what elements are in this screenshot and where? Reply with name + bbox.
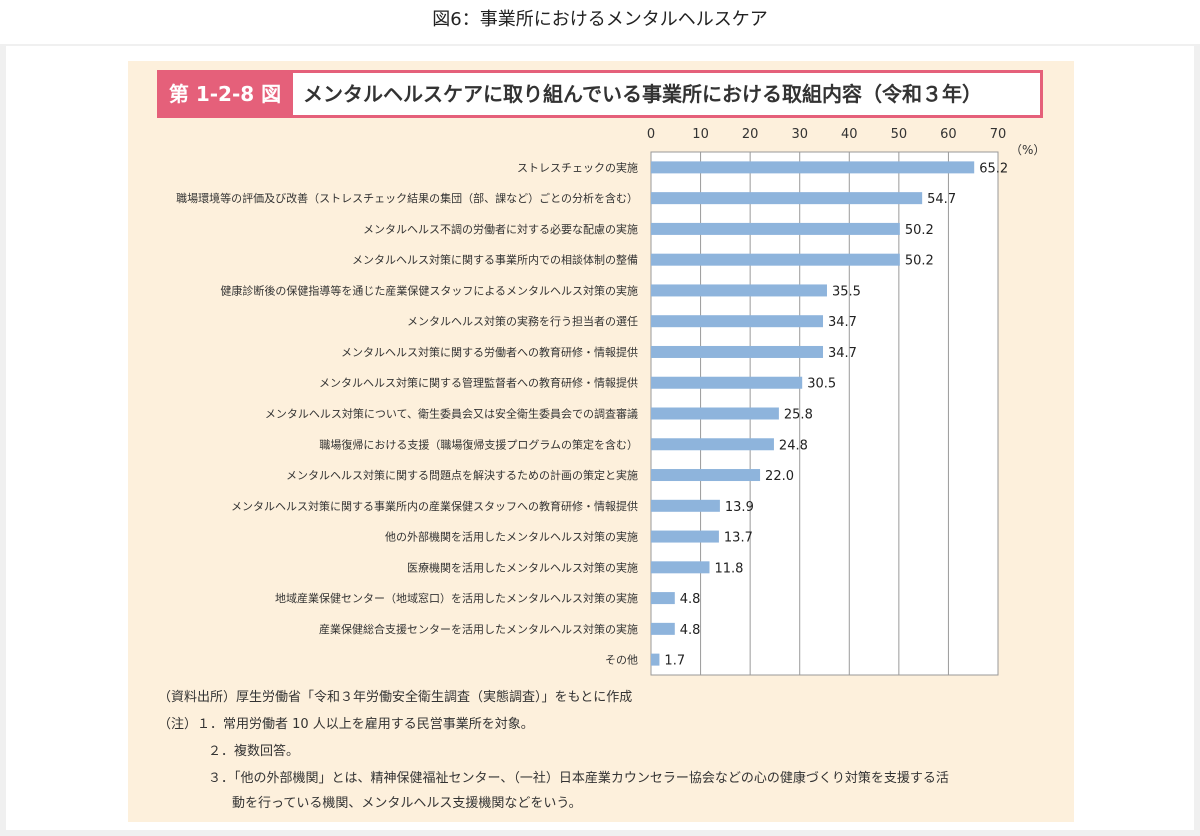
bar bbox=[651, 438, 774, 451]
x-tick-label: 60 bbox=[940, 127, 957, 142]
category-label: メンタルヘルス対策に関する事業所内の産業保健スタッフへの教育研修・情報提供 bbox=[231, 499, 638, 513]
x-tick-label: 30 bbox=[791, 127, 808, 142]
bar bbox=[651, 222, 900, 235]
x-tick-label: 10 bbox=[692, 127, 709, 142]
bar bbox=[651, 469, 761, 482]
category-label: メンタルヘルス対策に関する問題点を解決するための計画の策定と実施 bbox=[286, 468, 638, 482]
category-label: 医療機関を活用したメンタルヘルス対策の実施 bbox=[407, 560, 638, 574]
category-label: メンタルヘルス対策に関する労働者への教育研修・情報提供 bbox=[341, 345, 638, 359]
x-tick-label: 40 bbox=[841, 127, 858, 142]
figure-number-badge: 第 1-2-8 図 bbox=[168, 82, 282, 106]
category-label: メンタルヘルス不調の労働者に対する必要な配慮の実施 bbox=[363, 222, 638, 236]
bar bbox=[651, 592, 675, 605]
bar bbox=[651, 499, 720, 512]
category-label: メンタルヘルス対策について、衛生委員会又は安全衛生委員会での調査審議 bbox=[265, 407, 638, 421]
x-tick-label: 0 bbox=[647, 127, 655, 142]
category-label: メンタルヘルス対策の実務を行う担当者の選任 bbox=[407, 314, 638, 328]
bar bbox=[651, 253, 900, 266]
category-label: メンタルヘルス対策に関する管理監督者への教育研修・情報提供 bbox=[319, 376, 638, 390]
value-label: 34.7 bbox=[828, 315, 857, 330]
page-title: 図6：事業所におけるメンタルヘルスケア bbox=[432, 9, 768, 30]
bar bbox=[651, 653, 660, 666]
note-3-continued: 動を行っている機関、メンタルヘルス支援機関などをいう。 bbox=[232, 796, 582, 811]
category-label: 職場環境等の評価及び改善（ストレスチェック結果の集団（部、課など）ごとの分析を含… bbox=[176, 191, 638, 205]
x-tick-label: 50 bbox=[891, 127, 908, 142]
note-1: （注）１．常用労働者 10 人以上を雇用する民営事業所を対象。 bbox=[158, 717, 534, 732]
category-label: メンタルヘルス対策に関する事業所内での相談体制の整備 bbox=[352, 253, 638, 267]
value-label: 54.7 bbox=[927, 192, 956, 207]
value-label: 25.8 bbox=[784, 408, 813, 423]
note-3: ３．「他の外部機関」とは、精神保健福祉センター、（一社）日本産業カウンセラー協会… bbox=[208, 771, 949, 786]
bar bbox=[651, 622, 675, 635]
bar bbox=[651, 345, 824, 358]
bar bbox=[651, 192, 923, 205]
bar bbox=[651, 161, 975, 174]
value-label: 65.2 bbox=[979, 161, 1008, 176]
source-note: （資料出所）厚生労働省「令和３年労働安全衛生調査（実態調査）」をもとに作成 bbox=[158, 690, 633, 705]
value-label: 34.7 bbox=[828, 346, 857, 361]
category-label: 産業保健総合支援センターを活用したメンタルヘルス対策の実施 bbox=[319, 622, 638, 636]
value-label: 30.5 bbox=[807, 377, 836, 392]
category-label: 健康診断後の保健指導等を通じた産業保健スタッフによるメンタルヘルス対策の実施 bbox=[220, 283, 638, 297]
x-tick-label: 20 bbox=[742, 127, 759, 142]
bar bbox=[651, 530, 719, 543]
value-label: 13.7 bbox=[724, 531, 753, 546]
note-2: ２．複数回答。 bbox=[208, 744, 300, 759]
category-label: その他 bbox=[605, 654, 638, 667]
bar bbox=[651, 376, 803, 389]
page-header bbox=[0, 0, 1200, 44]
bar bbox=[651, 284, 827, 297]
value-label: 4.8 bbox=[680, 592, 701, 607]
value-label: 4.8 bbox=[680, 623, 701, 638]
value-label: 1.7 bbox=[664, 654, 685, 669]
value-label: 22.0 bbox=[765, 469, 794, 484]
x-tick-label: 70 bbox=[990, 127, 1007, 142]
bar bbox=[651, 315, 824, 328]
bar bbox=[651, 561, 710, 574]
category-label: 地域産業保健センター（地域窓口）を活用したメンタルヘルス対策の実施 bbox=[275, 591, 638, 605]
value-label: 11.8 bbox=[714, 561, 743, 576]
figure-title: メンタルヘルスケアに取り組んでいる事業所における取組内容（令和３年） bbox=[293, 73, 1040, 115]
value-label: 35.5 bbox=[832, 284, 861, 299]
x-axis-unit: （%） bbox=[1010, 143, 1045, 157]
category-label: 職場復帰における支援（職場復帰支援プログラムの策定を含む） bbox=[319, 437, 638, 451]
category-label: 他の外部機関を活用したメンタルヘルス対策の実施 bbox=[385, 530, 638, 544]
value-label: 50.2 bbox=[905, 254, 934, 269]
value-label: 50.2 bbox=[905, 223, 934, 238]
value-label: 24.8 bbox=[779, 438, 808, 453]
category-label: ストレスチェックの実施 bbox=[517, 160, 638, 174]
bar bbox=[651, 407, 779, 420]
value-label: 13.9 bbox=[725, 500, 754, 515]
